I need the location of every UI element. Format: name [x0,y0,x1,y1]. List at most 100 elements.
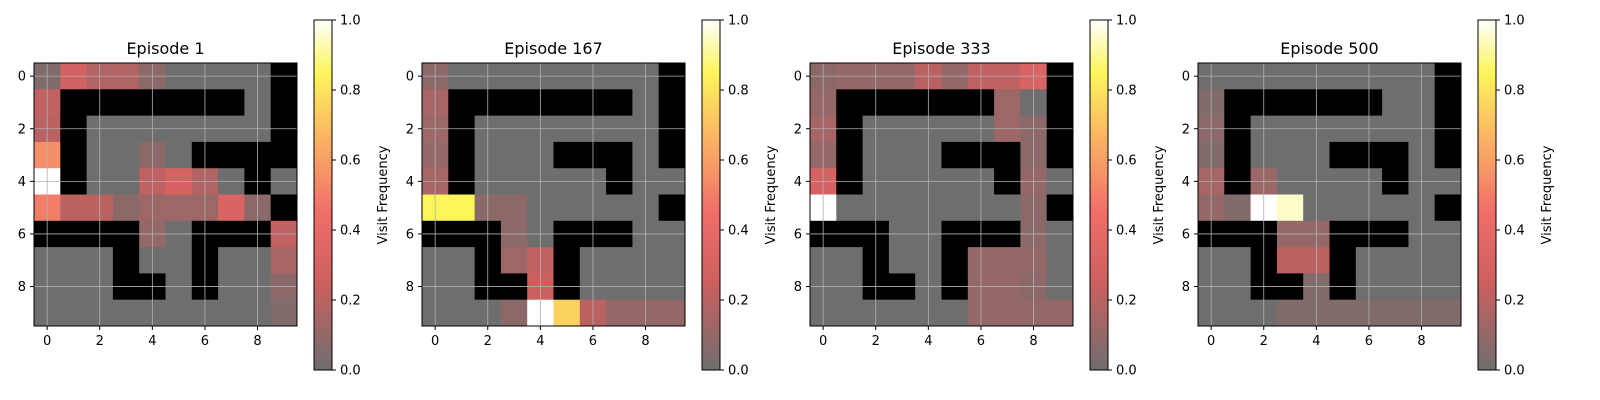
colorbar-tick-label: 0.8 [340,84,361,99]
heatmap-cell [1434,299,1462,327]
heatmap-cell [836,194,863,222]
y-tick-label: 0 [406,70,414,85]
y-tick-label: 2 [794,122,802,137]
wall-cell [553,247,581,274]
heatmap-cell [836,299,863,327]
chart-title: Episode 1 [126,39,204,58]
heatmap-cell [500,299,528,327]
heatmap-cell [448,194,475,222]
wall-cell [658,89,686,116]
heatmap-cell [658,247,686,274]
heatmap-cell [1434,247,1462,274]
x-tick-label: 6 [1365,334,1373,349]
y-tick-label: 6 [18,227,26,242]
axes-frame [421,62,686,327]
x-tick-label: 0 [1207,334,1215,349]
wall-cell [165,89,193,116]
wall-cell [1434,141,1462,169]
y-tick-label: 2 [406,122,414,137]
colorbar [1477,19,1497,371]
wall-cell [836,89,863,116]
heatmap-cell [658,299,686,327]
heatmap-cell [1329,194,1357,222]
heatmap-cell [888,247,916,274]
heatmap-cell [1046,299,1074,327]
colorbar-label: Visit Frequency [376,145,391,244]
x-tick-label: 2 [1260,334,1268,349]
y-tick-label: 4 [18,175,26,190]
wall-cell [60,89,87,116]
heatmap-cell [1382,299,1409,327]
wall-cell [218,89,245,116]
x-tick-label: 8 [253,334,261,349]
heatmap-cell [606,247,633,274]
y-tick-label: 6 [406,227,414,242]
y-tick-label: 6 [1182,227,1190,242]
colorbar-tick-label: 1.0 [728,14,749,29]
heatmap-cell [1382,247,1409,274]
y-tick-label: 2 [18,122,26,137]
colorbar [1089,19,1109,371]
heatmap-cell [994,247,1021,274]
wall-cell [1046,89,1074,116]
x-tick-label: 8 [1417,334,1425,349]
colorbar-tick-label: 0.4 [340,224,361,239]
x-tick-label: 8 [1029,334,1037,349]
wall-cell [941,247,969,274]
heatmap-cell [941,194,969,222]
heatmap-cell [165,299,193,327]
y-tick-label: 4 [406,175,414,190]
x-tick-label: 2 [96,334,104,349]
x-tick-label: 2 [484,334,492,349]
heatmap-cell [553,299,581,327]
heatmap-cell [112,194,140,222]
heatmap-cell [606,194,633,222]
heatmap-cell [994,89,1021,116]
y-tick-label: 8 [1182,280,1190,295]
colorbar-tick-label: 0.6 [1116,154,1137,169]
wall-cell [270,141,298,169]
colorbar-tick-label: 0.8 [1504,84,1525,99]
heatmap-panel: Episode 333 0 2 4 6 8 0 2 4 6 8 0.0 0.2 0.4 0.6 0.8 1.0 V… [794,14,1167,379]
wall-cell [112,247,140,274]
heatmap-cell [1224,299,1251,327]
wall-cell [836,141,863,169]
colorbar-tick-label: 1.0 [1504,14,1525,29]
axes-frame [809,62,1074,327]
colorbar [701,19,721,371]
wall-cell [112,89,140,116]
wall-cell [994,141,1021,169]
y-tick-label: 8 [18,280,26,295]
y-tick-label: 2 [1182,122,1190,137]
heatmap-cell [994,299,1021,327]
heatmap-cell [165,141,193,169]
heatmap-cell [553,194,581,222]
x-tick-label: 6 [977,334,985,349]
heatmap-cell [218,299,245,327]
heatmap-cell [60,247,87,274]
heatmap-cell [994,194,1021,222]
colorbar-tick-label: 0.2 [340,294,361,309]
colorbar [313,19,333,371]
y-tick-label: 8 [406,280,414,295]
colorbar-tick-label: 0.0 [1504,364,1525,379]
x-tick-label: 8 [641,334,649,349]
axes-frame [1197,62,1462,327]
heatmap-panel: Episode 500 0 2 4 6 8 0 2 4 6 8 0.0 0.2 0.4 0.6 0.8 1.0 V… [1182,14,1555,379]
wall-cell [606,89,633,116]
heatmap-cell [112,141,140,169]
wall-cell [1434,194,1462,222]
colorbar-tick-label: 0.6 [1504,154,1525,169]
heatmap-cell [1276,299,1304,327]
wall-cell [448,89,475,116]
heatmap-cell [1382,194,1409,222]
colorbar-label: Visit Frequency [764,145,779,244]
heatmap-cell [270,247,298,274]
x-tick-label: 4 [148,334,156,349]
colorbar-tick-label: 0.6 [728,154,749,169]
colorbar-tick-label: 0.4 [728,224,749,239]
wall-cell [1329,89,1357,116]
colorbar-tick-label: 0.6 [340,154,361,169]
y-tick-label: 0 [1182,70,1190,85]
